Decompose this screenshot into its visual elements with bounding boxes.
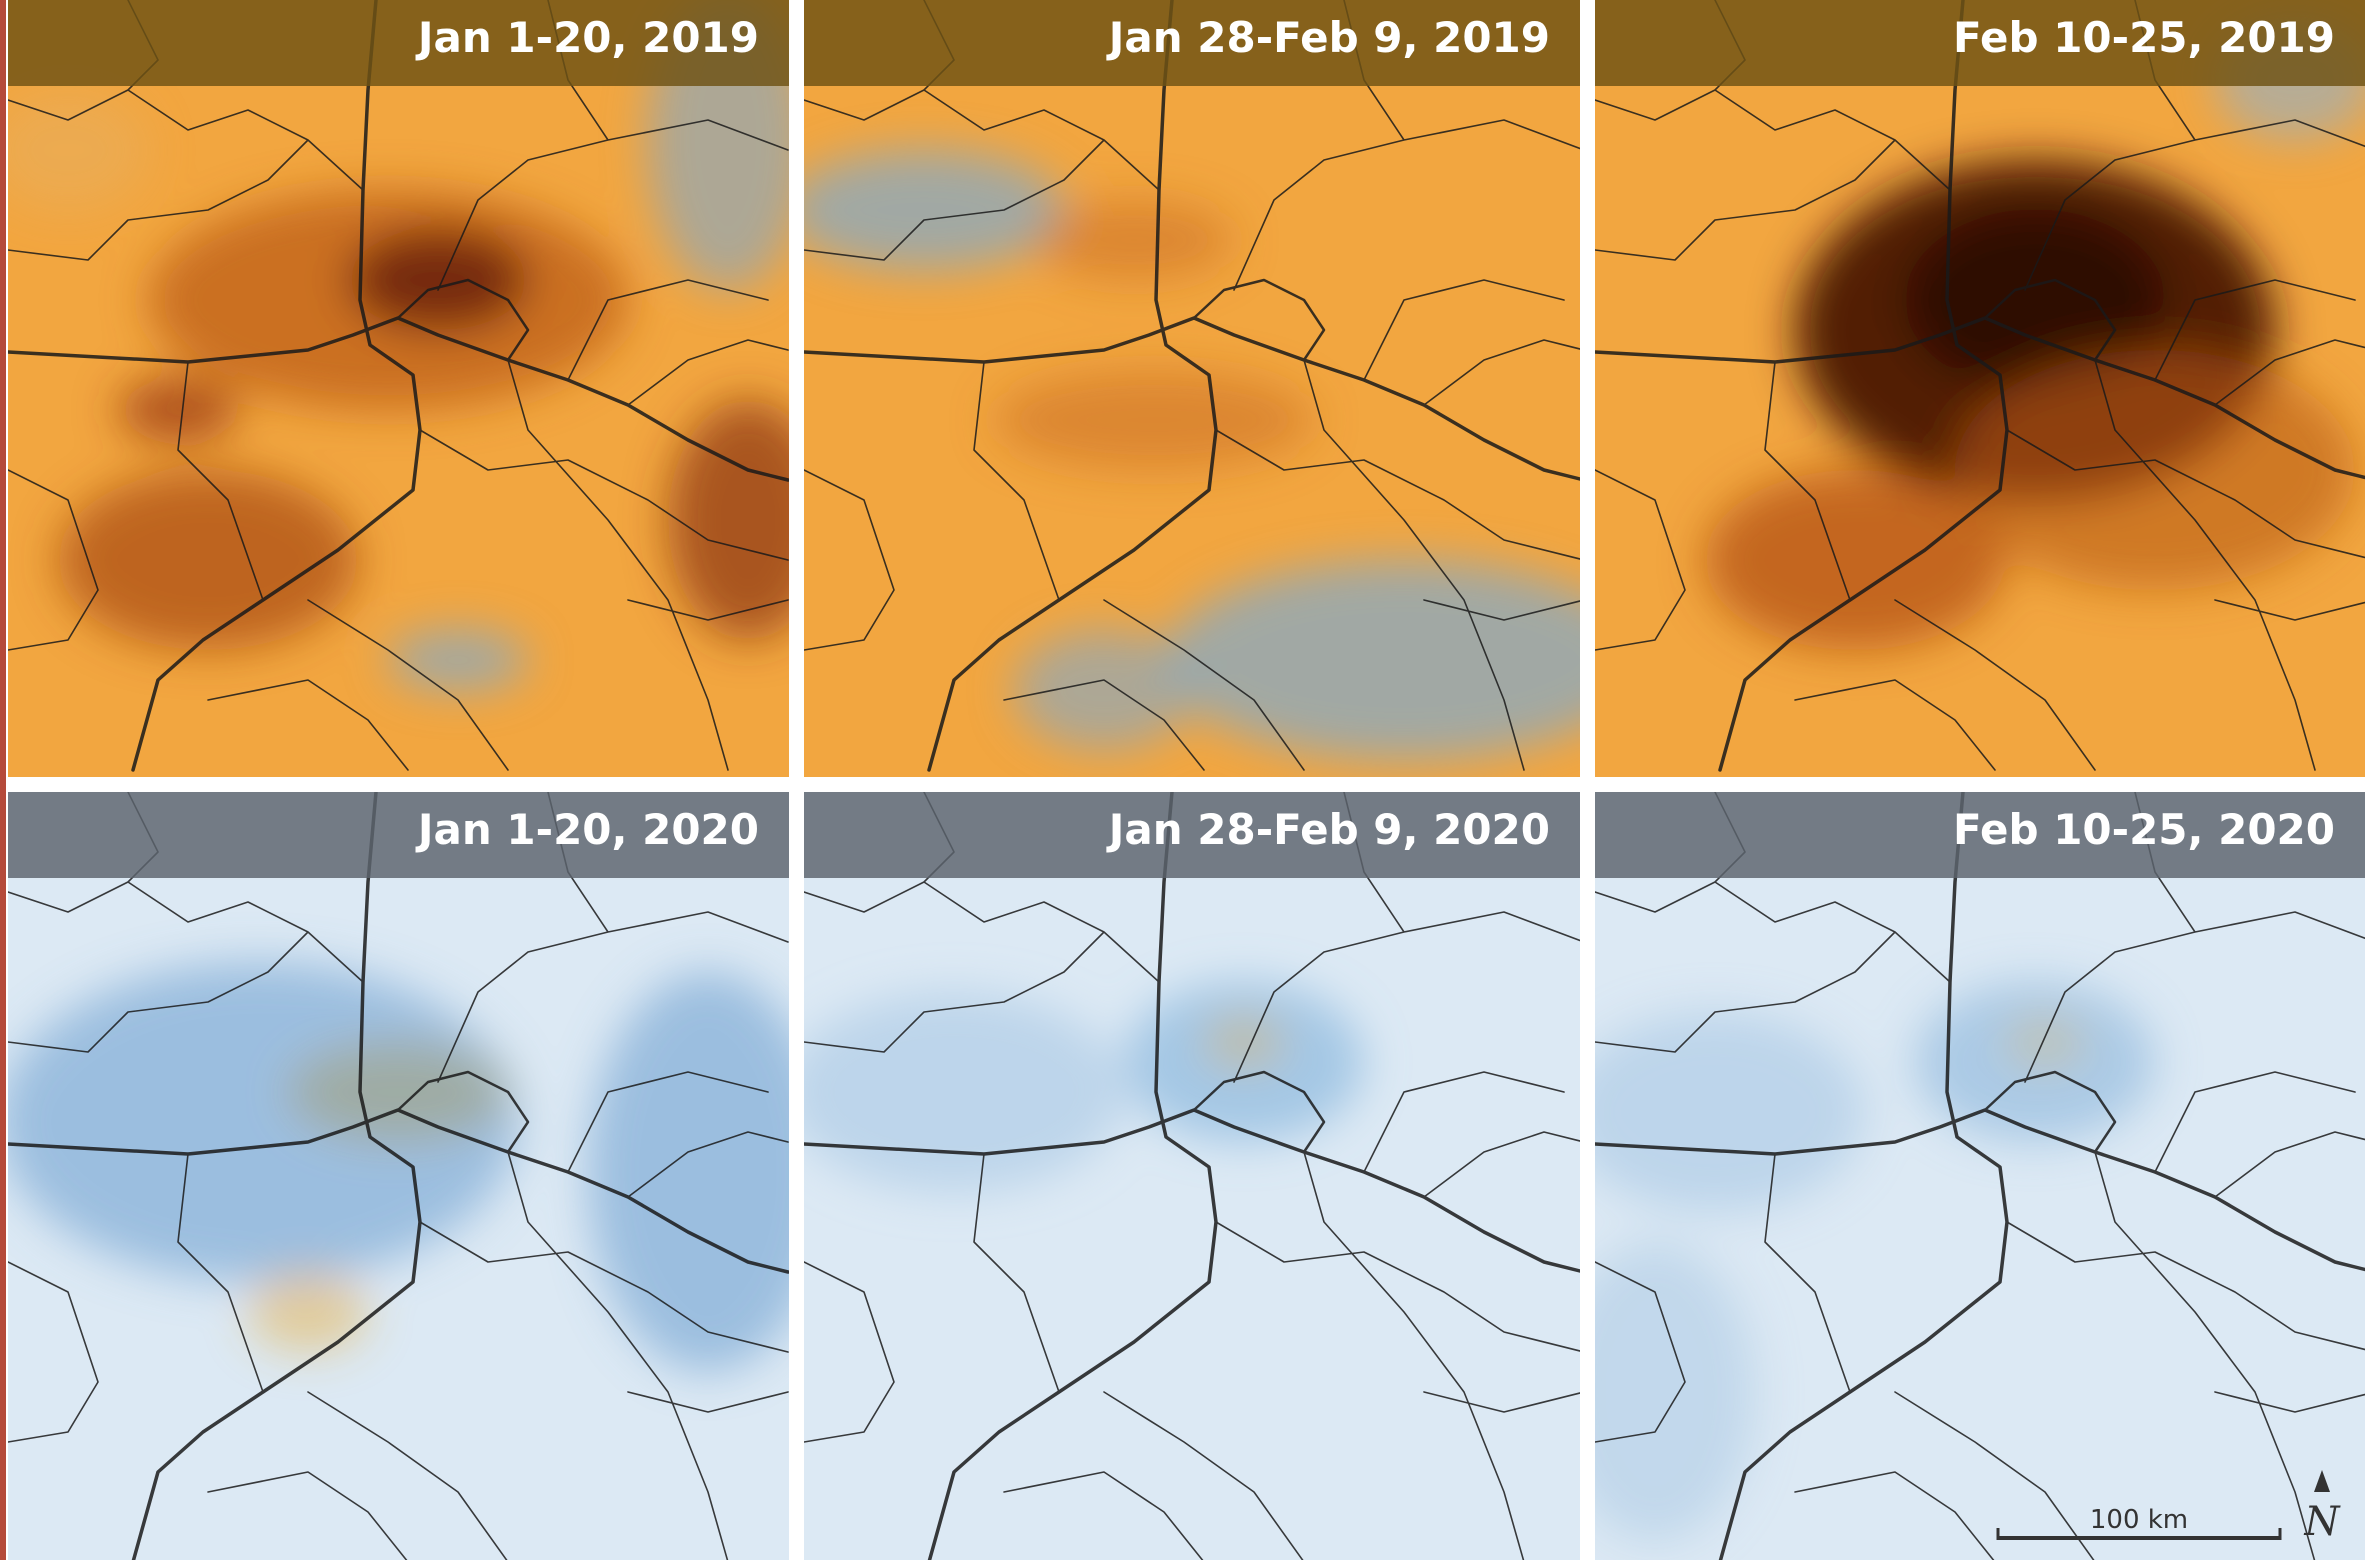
concentration-patch: [8, 962, 518, 1282]
concentration-patch: [804, 150, 1064, 270]
concentration-patch: [804, 992, 1124, 1192]
edge-strip: [0, 0, 6, 1560]
concentration-patch: [1034, 200, 1234, 280]
concentration-patch: [1955, 350, 2355, 590]
concentration-patch: [118, 380, 238, 440]
map-panel: Feb 10-25, 2019: [1595, 0, 2365, 777]
panel-label: Feb 10-25, 2019: [1953, 13, 2335, 62]
map-panel: Feb 10-25, 2020: [1595, 792, 2365, 1560]
concentration-patch: [668, 400, 789, 640]
concentration-patch: [1595, 1012, 1865, 1212]
concentration-patch: [1595, 1242, 1755, 1542]
concentration-patch: [994, 370, 1314, 470]
concentration-patch: [8, 90, 148, 210]
concentration-patch: [2005, 1017, 2085, 1067]
concentration-patch: [1014, 630, 1194, 750]
map-panel: Jan 1-20, 2020: [8, 792, 789, 1560]
scale-bar: 100 km N: [1996, 1470, 2342, 1545]
label-band: [8, 792, 789, 878]
concentration-patch: [1164, 560, 1580, 760]
scale-label: 100 km: [2090, 1505, 2188, 1535]
map-panel: Jan 1-20, 2019: [8, 0, 789, 777]
concentration-patch: [348, 230, 528, 330]
panel-label: Jan 28-Feb 9, 2019: [1106, 13, 1550, 62]
concentration-field: [1595, 982, 2155, 1542]
label-band: [1595, 792, 2365, 878]
concentration-patch: [588, 972, 789, 1372]
panel-label: Jan 1-20, 2020: [415, 805, 759, 854]
label-band: [804, 0, 1580, 86]
north-arrow: [2314, 1470, 2330, 1492]
concentration-field: [1705, 20, 2365, 650]
label-band: [1595, 0, 2365, 86]
concentration-patch: [1705, 470, 2005, 650]
panel-label: Jan 28-Feb 9, 2020: [1106, 805, 1550, 854]
concentration-patch: [248, 1272, 368, 1352]
concentration-field: [804, 150, 1580, 760]
map-panel: Jan 28-Feb 9, 2019: [804, 0, 1580, 777]
concentration-field: [8, 962, 789, 1372]
label-band: [804, 792, 1580, 878]
panel-label: Feb 10-25, 2020: [1953, 805, 2335, 854]
concentration-patch: [1905, 210, 2165, 390]
concentration-patch: [1204, 1017, 1284, 1067]
concentration-field: [804, 982, 1364, 1192]
panel-label: Jan 1-20, 2019: [415, 13, 759, 62]
concentration-patch: [58, 470, 358, 650]
label-band: [8, 0, 789, 86]
map-panel: Jan 28-Feb 9, 2020: [804, 792, 1580, 1560]
concentration-patch: [388, 630, 528, 690]
north-label: N: [2304, 1499, 2342, 1545]
